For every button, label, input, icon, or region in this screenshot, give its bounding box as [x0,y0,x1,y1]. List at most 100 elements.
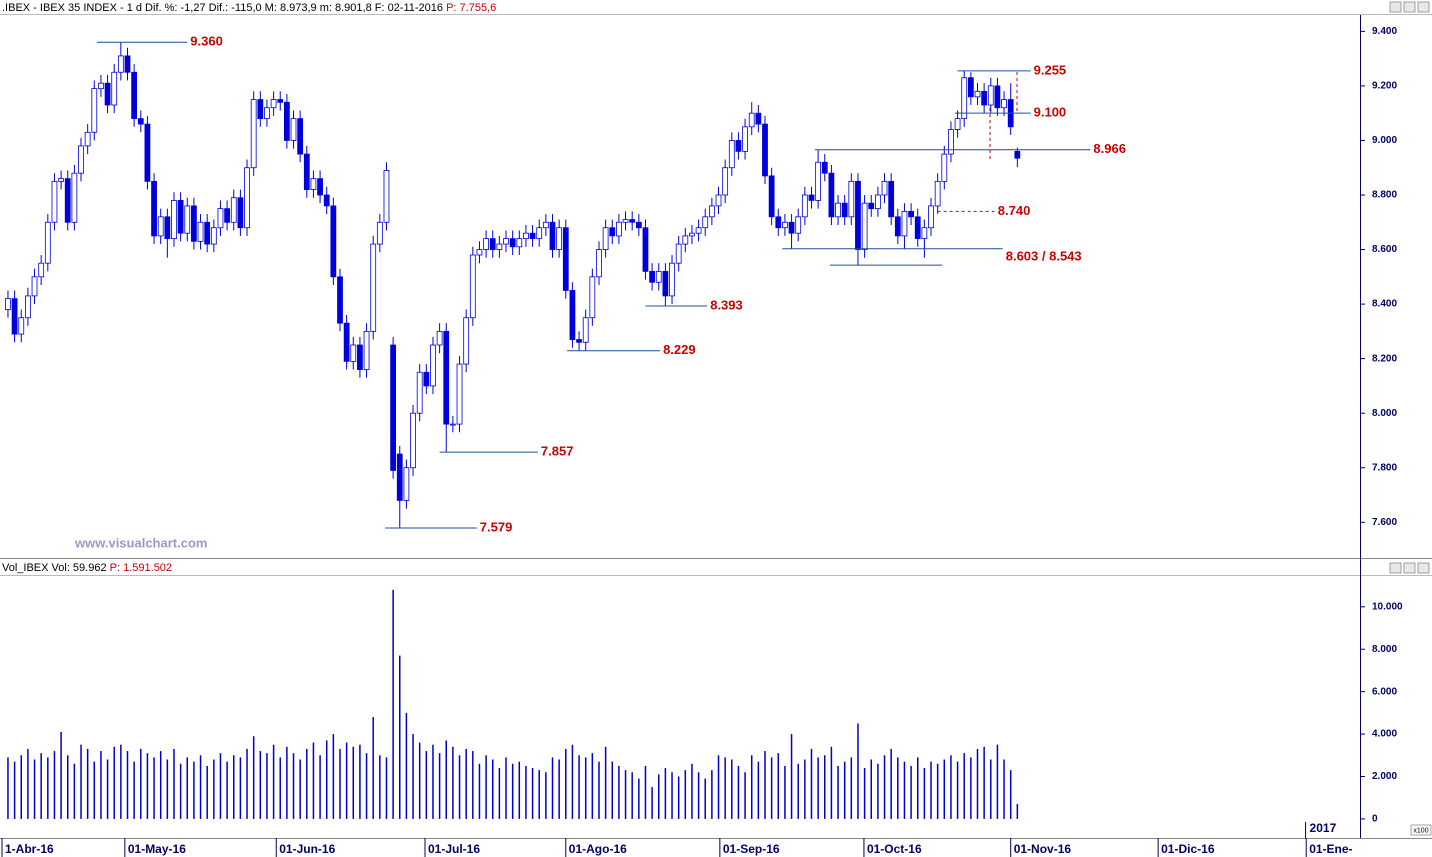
candle-body [662,270,669,297]
volume-bar [412,734,414,819]
volume-bar [843,761,846,819]
y-tick-label: 8.000 [1372,408,1397,419]
candle-body [157,216,164,237]
volume-bar [73,763,76,819]
volume-bar [292,753,295,819]
candle-body [689,232,695,237]
volume-bar [770,757,773,819]
watermark: www.visualchart.com [74,535,207,550]
info: .IBEX - IBEX 35 INDEX - 1 d Dif. %: -1,2… [2,2,496,14]
candle-body [801,194,808,218]
candle-body [888,180,895,218]
volume-bar [611,761,614,819]
candle-body [244,167,250,229]
candle-body [556,227,563,250]
candle-body [31,276,38,297]
candle-body [463,317,470,365]
volume-bar [830,746,833,819]
candle-body [376,221,383,245]
level-label: 9.255 [1034,62,1067,77]
candle-body [642,227,649,272]
volume-bar [810,748,813,819]
volume-bar [319,755,321,819]
candle-body [702,216,709,229]
button[interactable] [1417,562,1430,574]
volume-bar [86,748,89,819]
button[interactable] [1417,1,1430,13]
volume-bar [438,753,441,819]
candle-body [450,423,456,426]
volume-bar [498,768,501,819]
candle-body [343,322,350,362]
candle-body [51,180,58,223]
candle-body [682,235,689,245]
candle-body [722,167,729,196]
candle-body [782,221,788,229]
level-label: 9.360 [190,34,223,49]
unit-box [1410,824,1432,836]
candle-body [443,330,450,425]
x-tick-label: 01-Sep-16 [723,842,780,856]
candle-body [609,227,616,237]
info: Vol_IBEX Vol: 59.962 P: 1.591.502 [2,562,172,574]
volume-bar [458,755,461,819]
volume-bar [299,759,301,819]
y-tick-label: 8.200 [1372,353,1397,364]
volume-bar [511,763,514,819]
x-tick-label: 1-Abr-16 [5,842,54,856]
volume-bar [910,765,912,819]
volume-bar [824,755,826,819]
button[interactable] [1389,562,1402,574]
volume-bar [764,751,766,819]
volume-bar [784,765,786,819]
candle-body [390,344,397,471]
candle-body [436,330,443,346]
candle-body [542,221,549,229]
candle-body [596,249,602,278]
volume-bar [883,755,886,819]
info-text: Vol_IBEX Vol: 59.962 [2,562,107,574]
candle-body [210,227,217,245]
candle-body [602,227,609,250]
volume-bar [252,736,255,819]
candle-body [84,131,91,147]
candle-body [516,238,523,248]
button[interactable] [1403,562,1416,574]
volume-bar [970,757,972,819]
volume-bar [757,761,760,819]
x-tick-label: 01-Oct-16 [867,842,922,856]
volume-bar [47,757,49,819]
candle-body [18,317,25,335]
window-buttons[interactable] [1389,1,1430,574]
candle-body [994,85,1001,109]
volume-bar [664,768,667,819]
volume-bar [80,744,82,819]
volume-bar [306,748,308,819]
candle-body [191,205,197,242]
candle-body [934,180,941,207]
volume-bar [877,763,879,819]
volume-bar [345,742,348,819]
volume-bar [93,761,96,819]
volume-bar [425,751,428,819]
candle-body [171,200,177,240]
candle-body [430,344,436,387]
info-price: P: 7.755,6 [446,2,496,14]
candle-body [635,221,642,229]
volume-bar [485,755,487,819]
button[interactable] [1403,1,1416,13]
candle-body [967,77,974,98]
volume-bar [233,755,235,819]
volume-bar [1009,770,1012,819]
volume-bar [246,748,248,819]
candle-body [224,208,230,223]
candle-body [396,453,403,501]
info-text: .IBEX - IBEX 35 INDEX - 1 d Dif. %: -1,2… [2,2,443,14]
volume-bar [339,748,341,819]
y-tick-label: 2.000 [1372,771,1397,782]
candle-body [144,123,151,182]
button[interactable] [1389,1,1402,13]
volume-bar [804,759,806,819]
volume-bar [352,746,355,819]
volume-bar [219,753,222,819]
